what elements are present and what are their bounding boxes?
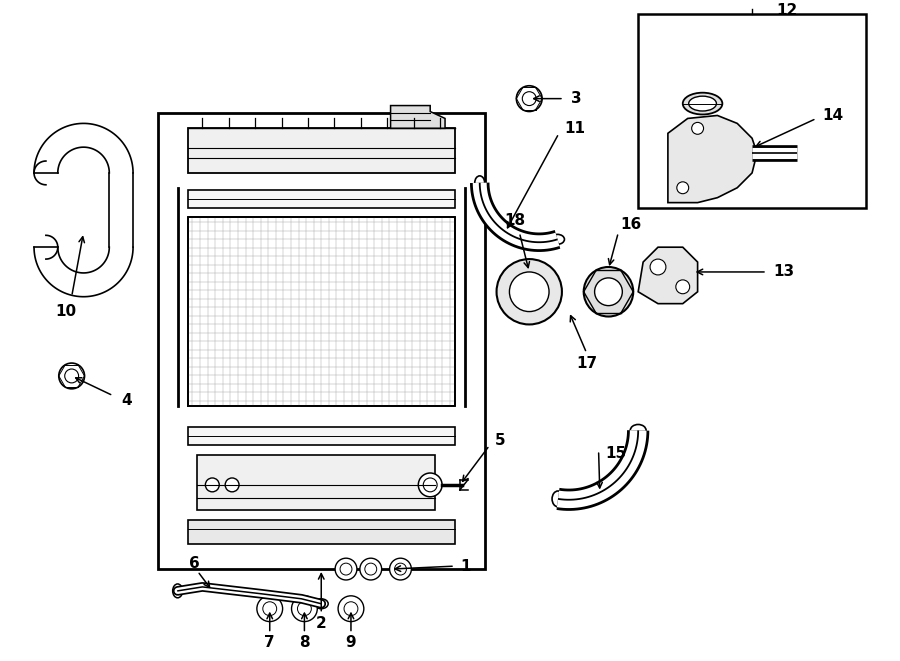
Text: 14: 14 bbox=[823, 108, 843, 123]
Bar bbox=[187, 520, 455, 544]
Circle shape bbox=[263, 602, 276, 615]
Text: 10: 10 bbox=[55, 304, 76, 319]
Circle shape bbox=[390, 558, 411, 580]
Bar bbox=[187, 428, 455, 446]
Text: 2: 2 bbox=[316, 616, 327, 631]
Circle shape bbox=[338, 596, 364, 621]
Bar bbox=[187, 128, 455, 173]
Circle shape bbox=[418, 473, 442, 497]
Circle shape bbox=[292, 596, 318, 621]
Circle shape bbox=[423, 478, 437, 492]
Circle shape bbox=[595, 278, 622, 305]
Text: 9: 9 bbox=[346, 635, 356, 650]
Circle shape bbox=[584, 267, 634, 317]
Bar bbox=[187, 190, 455, 208]
Circle shape bbox=[225, 478, 239, 492]
Circle shape bbox=[344, 602, 358, 615]
Ellipse shape bbox=[314, 599, 328, 609]
Circle shape bbox=[676, 280, 689, 293]
Circle shape bbox=[340, 563, 352, 575]
Ellipse shape bbox=[552, 491, 564, 507]
Text: 3: 3 bbox=[571, 91, 581, 106]
Bar bbox=[187, 217, 455, 406]
Text: 4: 4 bbox=[122, 393, 131, 408]
Text: 12: 12 bbox=[776, 3, 797, 18]
Polygon shape bbox=[668, 116, 757, 203]
Text: 13: 13 bbox=[773, 264, 794, 280]
Text: 5: 5 bbox=[495, 433, 505, 448]
Polygon shape bbox=[638, 247, 698, 303]
Text: 7: 7 bbox=[265, 635, 275, 650]
Circle shape bbox=[205, 478, 220, 492]
Ellipse shape bbox=[551, 235, 564, 245]
Text: 18: 18 bbox=[504, 213, 525, 228]
Circle shape bbox=[256, 596, 283, 621]
Circle shape bbox=[692, 122, 704, 134]
Circle shape bbox=[509, 272, 549, 311]
Text: 15: 15 bbox=[606, 446, 626, 461]
Text: 17: 17 bbox=[576, 356, 598, 371]
Text: 11: 11 bbox=[564, 121, 585, 136]
Circle shape bbox=[335, 558, 357, 580]
Ellipse shape bbox=[683, 93, 723, 114]
Circle shape bbox=[497, 259, 562, 325]
Circle shape bbox=[522, 92, 536, 106]
Bar bbox=[197, 455, 435, 510]
Text: 16: 16 bbox=[620, 217, 642, 232]
Circle shape bbox=[650, 259, 666, 275]
Bar bbox=[158, 114, 485, 569]
Polygon shape bbox=[391, 106, 445, 128]
Circle shape bbox=[360, 558, 382, 580]
Ellipse shape bbox=[475, 176, 485, 190]
Circle shape bbox=[298, 602, 311, 615]
Circle shape bbox=[58, 363, 85, 389]
Polygon shape bbox=[34, 124, 133, 297]
Circle shape bbox=[517, 86, 542, 112]
Circle shape bbox=[364, 563, 377, 575]
Circle shape bbox=[65, 369, 78, 383]
Circle shape bbox=[394, 563, 407, 575]
Circle shape bbox=[677, 182, 688, 194]
Ellipse shape bbox=[688, 96, 716, 111]
Text: 8: 8 bbox=[299, 635, 310, 650]
Ellipse shape bbox=[630, 424, 646, 436]
Text: 6: 6 bbox=[189, 556, 200, 570]
Bar bbox=[638, 15, 866, 208]
Ellipse shape bbox=[173, 584, 183, 598]
Text: 1: 1 bbox=[460, 559, 471, 574]
